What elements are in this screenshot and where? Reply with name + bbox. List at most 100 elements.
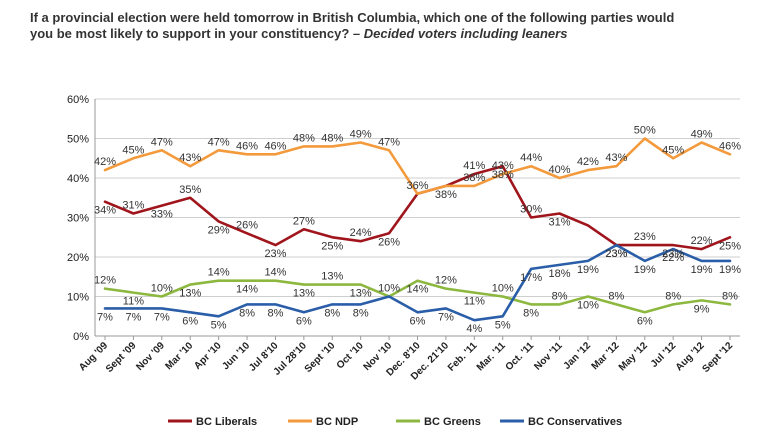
data-label-bc-conservatives: 8% xyxy=(353,307,369,319)
data-label-bc-greens: 9% xyxy=(694,303,710,315)
y-tick-label: 10% xyxy=(67,292,89,304)
y-tick-label: 60% xyxy=(67,94,89,106)
data-label-bc-liberals: 31% xyxy=(549,217,571,229)
data-label-bc-liberals: 36% xyxy=(406,180,428,192)
data-label-bc-liberals: 23% xyxy=(634,231,656,243)
data-label-bc-greens: 13% xyxy=(350,288,372,300)
x-tick-label: Sept '10 xyxy=(303,340,338,375)
data-label-bc-greens: 10% xyxy=(577,300,599,312)
data-label-bc-greens: 14% xyxy=(264,267,286,279)
data-label-bc-conservatives: 4% xyxy=(466,323,482,335)
legend: BC Liberals BC NDP BC Greens BC Conservativ… xyxy=(168,416,622,428)
data-labels: 34% 31%33%35%29% 26%23%27%25%24%26%36%38%4… xyxy=(94,125,741,336)
data-label-bc-ndp: 48% xyxy=(293,132,315,144)
x-tick-label: Mar '12 xyxy=(590,340,622,372)
data-label-bc-greens: 11% xyxy=(123,296,144,308)
data-label-bc-greens: 13% xyxy=(179,288,201,300)
data-label-bc-greens: 10% xyxy=(151,283,173,295)
data-label-bc-ndp: 43% xyxy=(605,152,627,164)
data-label-bc-greens: 12% xyxy=(94,275,116,287)
x-tick-label: Sept '12 xyxy=(701,340,736,375)
data-label-bc-liberals: 41% xyxy=(463,160,485,172)
data-label-bc-greens: 10% xyxy=(378,283,400,295)
data-label-bc-conservatives: 8% xyxy=(239,307,255,319)
data-label-bc-conservatives: 19% xyxy=(577,264,599,276)
data-label-bc-greens: 8% xyxy=(523,307,539,319)
data-label-bc-greens: 13% xyxy=(321,271,343,283)
data-label-bc-liberals: 23% xyxy=(605,248,627,260)
x-tick-label: Feb. '11 xyxy=(446,340,480,374)
data-label-bc-liberals: 38% xyxy=(492,169,514,181)
data-label-bc-ndp: 47% xyxy=(151,136,173,148)
x-tick-label: Mar. '11 xyxy=(475,340,508,373)
x-tick-label: Apr '10 xyxy=(192,340,224,372)
data-label-bc-ndp: 49% xyxy=(350,128,372,140)
data-label-bc-conservatives: 23% xyxy=(605,248,627,260)
data-label-bc-greens: 8% xyxy=(608,290,624,302)
data-label-bc-ndp: 47% xyxy=(208,136,230,148)
data-label-bc-greens: 6% xyxy=(637,315,653,327)
data-label-bc-liberals: 34% xyxy=(94,205,116,217)
data-label-bc-ndp: 46% xyxy=(264,140,286,152)
title-line-2-italic: – Decided voters including leaners xyxy=(349,26,568,41)
series-line-bc-ndp xyxy=(103,137,732,196)
data-label-bc-ndp: 40% xyxy=(549,164,571,176)
data-label-bc-conservatives: 6% xyxy=(296,315,312,327)
data-label-bc-liberals: 27% xyxy=(293,215,315,227)
data-label-bc-ndp: 44% xyxy=(520,152,542,164)
data-label-bc-ndp: 49% xyxy=(691,128,713,140)
data-label-bc-liberals: 38% xyxy=(435,189,457,201)
y-axis: 0% 10% 20% 30% 40% 50% 60% xyxy=(67,94,96,343)
data-label-bc-liberals: 31% xyxy=(122,200,144,212)
data-label-bc-greens: 13% xyxy=(293,288,315,300)
data-label-bc-conservatives: 8% xyxy=(324,307,340,319)
data-label-bc-ndp: 42% xyxy=(94,156,116,168)
x-tick-label: Nov '11 xyxy=(532,340,565,373)
x-tick-label: Nov '09 xyxy=(134,340,167,373)
data-label-bc-liberals: 22% xyxy=(691,235,713,247)
data-label-bc-greens: 10% xyxy=(492,283,514,295)
data-label-bc-greens: 14% xyxy=(236,284,258,296)
chart-title: If a provincial election were held tomor… xyxy=(30,10,750,42)
data-label-bc-liberals: 24% xyxy=(350,227,372,239)
data-label-bc-conservatives: 5% xyxy=(211,319,227,331)
data-label-bc-ndp: 45% xyxy=(122,144,144,156)
y-tick-label: 50% xyxy=(67,134,89,146)
y-tick-label: 20% xyxy=(67,252,89,264)
data-label-bc-liberals: 33% xyxy=(151,209,173,221)
data-label-bc-conservatives: 7% xyxy=(97,311,113,323)
data-label-bc-conservatives: 5% xyxy=(495,319,511,331)
data-label-bc-ndp: 47% xyxy=(378,136,400,148)
data-label-bc-conservatives: 6% xyxy=(182,315,198,327)
legend-label-bc-greens: BC Greens xyxy=(424,416,481,428)
x-tick-label: Oct. '11 xyxy=(504,340,537,373)
data-label-bc-conservatives: 8% xyxy=(268,307,284,319)
data-label-bc-ndp: 46% xyxy=(236,140,258,152)
data-label-bc-greens: 11% xyxy=(464,296,485,308)
data-label-bc-liberals: 26% xyxy=(236,219,258,231)
data-label-bc-ndp: 38% xyxy=(463,172,485,184)
x-tick-label: Oct '10 xyxy=(335,340,366,371)
data-label-bc-liberals: 25% xyxy=(321,240,343,252)
data-label-bc-liberals: 25% xyxy=(719,240,741,252)
data-label-bc-liberals: 29% xyxy=(208,224,230,236)
title-line-2: you be most likely to support in your co… xyxy=(30,26,350,41)
data-label-bc-greens: 8% xyxy=(552,290,568,302)
data-label-bc-conservatives: 17% xyxy=(520,272,542,284)
title-line-1: If a provincial election were held tomor… xyxy=(30,10,675,25)
data-label-bc-ndp: 45% xyxy=(662,144,684,156)
data-label-bc-liberals: 23% xyxy=(264,248,286,260)
data-label-bc-greens: 8% xyxy=(665,290,681,302)
data-label-bc-greens: 8% xyxy=(722,290,738,302)
data-label-bc-conservatives: 19% xyxy=(634,264,656,276)
legend-label-bc-liberals: BC Liberals xyxy=(196,416,257,428)
data-label-bc-ndp: 50% xyxy=(634,125,656,137)
legend-label-bc-ndp: BC NDP xyxy=(316,416,358,428)
data-label-bc-conservatives: 19% xyxy=(719,264,741,276)
data-label-bc-ndp: 43% xyxy=(179,152,201,164)
data-label-bc-conservatives: 19% xyxy=(691,264,713,276)
x-tick-label: Mar '10 xyxy=(163,340,195,372)
data-label-bc-greens: 12% xyxy=(435,275,457,287)
